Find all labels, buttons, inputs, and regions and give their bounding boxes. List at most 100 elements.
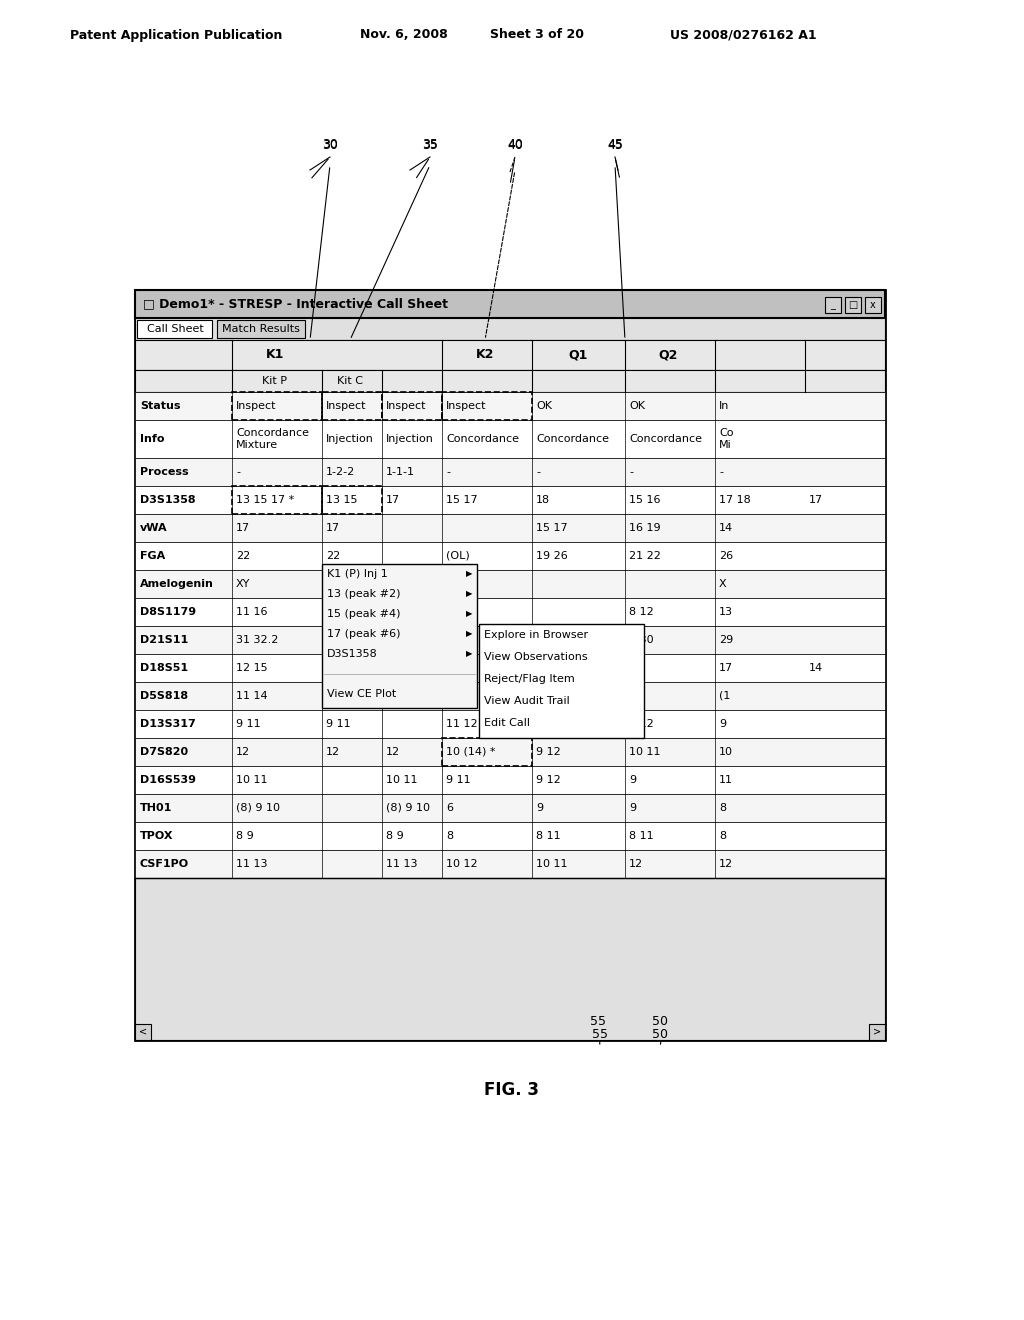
Bar [322,392,382,420]
Text: 8 11: 8 11 [536,832,560,841]
Text: OK: OK [629,401,645,411]
Text: 9: 9 [629,775,636,785]
Bar [135,653,885,682]
Text: ▶: ▶ [466,569,472,578]
Text: 35: 35 [422,139,438,152]
Text: OK: OK [536,401,552,411]
Text: <: < [139,1027,147,1038]
Text: Call Sheet: Call Sheet [146,323,204,334]
Bar [322,564,477,708]
Bar [845,297,861,313]
Text: 12 15: 12 15 [326,663,357,673]
Text: 9: 9 [629,803,636,813]
Bar [135,370,885,392]
Text: 40: 40 [507,139,523,152]
Text: 11 13: 11 13 [236,859,267,869]
Text: 9 11: 9 11 [446,775,471,785]
Text: ▶: ▶ [466,630,472,639]
Bar [442,738,532,766]
Bar [135,318,885,341]
Text: XY: XY [236,579,251,589]
Text: 11 12: 11 12 [446,719,477,729]
Text: 17 18: 17 18 [719,495,751,506]
Text: 17: 17 [236,523,250,533]
Text: -: - [719,467,723,477]
Text: 13 (peak #2): 13 (peak #2) [327,589,400,599]
Text: 9: 9 [719,719,726,729]
Text: 12: 12 [719,859,733,869]
Bar [135,420,885,458]
Bar [865,297,881,313]
Text: (8) 9 10: (8) 9 10 [386,803,430,813]
Text: Explore in Browser: Explore in Browser [484,630,588,640]
Text: Info: Info [140,434,165,444]
Text: 10 (14) *: 10 (14) * [446,747,496,756]
Text: D16S539: D16S539 [140,775,196,785]
Text: 11 14: 11 14 [236,690,267,701]
Text: Status: Status [140,401,180,411]
Text: 17: 17 [719,663,733,673]
Text: Kit P: Kit P [262,376,288,385]
Text: D18S51: D18S51 [140,663,188,673]
Text: 55: 55 [590,1015,606,1028]
Text: 10 11: 10 11 [386,775,418,785]
Text: ▶: ▶ [466,590,472,598]
Text: 12: 12 [326,747,340,756]
Text: 9 11: 9 11 [326,719,350,729]
Bar [135,570,885,598]
Text: Inspect: Inspect [326,401,367,411]
Text: 6: 6 [446,803,453,813]
Text: 22: 22 [236,550,250,561]
Text: D3S1358: D3S1358 [327,649,378,659]
Text: Injection: Injection [326,434,374,444]
Text: Match Results: Match Results [222,323,300,334]
Text: -: - [629,467,633,477]
Bar [135,290,885,1040]
Text: Patent Application Publication: Patent Application Publication [70,29,283,41]
Bar [135,392,885,420]
Text: Process: Process [140,467,188,477]
Bar [135,598,885,626]
Text: 18: 18 [536,495,550,506]
Text: 55: 55 [592,1028,608,1041]
Text: 8 12: 8 12 [629,607,653,616]
Text: 9 12: 9 12 [536,747,561,756]
Text: 11 13: 11 13 [386,859,418,869]
Text: Concordance: Concordance [446,434,519,444]
Text: Inspect: Inspect [386,401,427,411]
Text: (OL): (OL) [446,550,470,561]
Bar [135,1024,151,1040]
Text: View Audit Trail: View Audit Trail [484,696,569,706]
Text: 16 19: 16 19 [629,523,660,533]
Text: Edit Call: Edit Call [484,718,530,729]
Text: □ Demo1* - STRESP - Interactive Call Sheet: □ Demo1* - STRESP - Interactive Call She… [143,297,449,310]
Bar [135,795,885,822]
Text: TPOX: TPOX [140,832,173,841]
Bar [135,626,885,653]
Text: D13S317: D13S317 [140,719,196,729]
Text: 10 11: 10 11 [536,859,567,869]
Bar [135,710,885,738]
Text: 15 (peak #4): 15 (peak #4) [327,609,400,619]
Text: K1: K1 [266,348,285,362]
Text: >: > [872,1027,881,1038]
Bar [135,878,885,1040]
Text: In: In [719,401,729,411]
Text: 9 12: 9 12 [536,775,561,785]
Bar [135,341,885,370]
Text: View Observations: View Observations [484,652,588,663]
Text: (1: (1 [719,690,730,701]
Text: 1-1-1: 1-1-1 [386,467,415,477]
Text: 10 11: 10 11 [236,775,267,785]
Text: 31 32.2: 31 32.2 [236,635,279,645]
Text: 31 32: 31 32 [326,635,357,645]
Text: -: - [536,467,540,477]
Text: Concordance
Mixture: Concordance Mixture [236,428,309,450]
Text: 21 22: 21 22 [629,550,660,561]
Text: Sheet 3 of 20: Sheet 3 of 20 [490,29,584,41]
Text: 14: 14 [809,663,823,673]
Text: 15 16: 15 16 [629,495,660,506]
Text: Concordance: Concordance [536,434,609,444]
Text: FGA: FGA [140,550,165,561]
Text: 12 16: 12 16 [446,663,477,673]
